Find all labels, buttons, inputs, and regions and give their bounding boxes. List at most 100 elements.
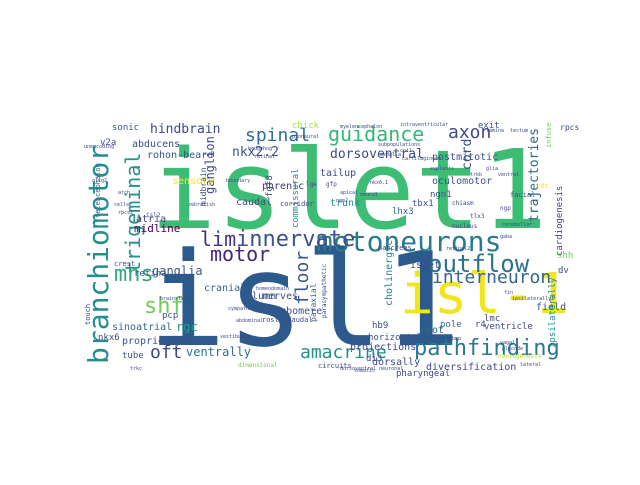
word-circuits: circuits	[318, 362, 352, 370]
word-guidance: guidance	[328, 122, 424, 146]
word-trkc: trkc	[130, 366, 142, 372]
word-horizontal: horizontal	[368, 333, 422, 343]
word-nucleus: nucleus	[452, 223, 478, 230]
word-exit: exit	[478, 121, 500, 131]
word-brainstem: brainstem	[160, 296, 187, 302]
word-diversification: diversification	[426, 362, 516, 373]
word-olig2: olig2	[92, 178, 107, 184]
word-tailup: tailup	[320, 168, 356, 179]
word-trajectories: trajectories	[527, 128, 542, 222]
word-corridor: corridor	[280, 200, 314, 208]
word-proprioceptive: proprioceptive	[122, 336, 206, 347]
word-rpcs: rpcs	[560, 123, 579, 132]
word-cardiogenesis: cardiogenesis	[555, 186, 565, 256]
word-tbx1: tbx1	[412, 199, 434, 209]
word-paraxial: paraxial	[309, 283, 318, 322]
word-projections: projections	[350, 342, 416, 353]
word-sonic: sonic	[112, 123, 139, 133]
word-hb9: hb9	[372, 321, 388, 331]
word-infuse: infuse	[545, 123, 553, 148]
word-boundary: boundary	[226, 178, 250, 184]
word-chiasm: chiasm	[452, 200, 474, 207]
word-placode: placode	[502, 346, 523, 352]
word-abdominal: abdominal	[236, 318, 263, 324]
word-rgc: rgc	[176, 320, 198, 334]
word-neural: neural	[360, 192, 378, 198]
word-oculomotor: oculomotor	[432, 176, 492, 187]
word-v2a: v2a	[100, 138, 116, 148]
word-unencoding: unencoding	[84, 144, 114, 150]
word-islet1: islet1	[150, 126, 547, 254]
word-pathfinding: pathfinding	[414, 336, 560, 361]
word-ganglia: ganglia	[152, 264, 203, 278]
word-ventricle: ventricle	[484, 322, 533, 332]
word-retinal2: retinal2	[446, 246, 470, 252]
word-r4: r4	[475, 320, 486, 330]
word-hindbrain: hindbrain	[150, 122, 220, 137]
word-medulla: medulla	[380, 152, 401, 158]
word-cells: cells	[114, 202, 129, 208]
word-dorsally: dorsally	[372, 357, 420, 368]
word-coil: coil	[400, 148, 412, 154]
word-fin: fin	[504, 290, 513, 296]
word-lateral: lateral	[520, 362, 541, 368]
word-dimensional: dimensional	[238, 362, 278, 369]
word-crest: crest	[114, 260, 135, 268]
word-motor: motor	[210, 242, 270, 266]
word-facial: facial	[510, 191, 535, 199]
word-pcp: pcp	[162, 311, 178, 321]
word-lge: lge	[306, 181, 317, 188]
word-shf: shf	[144, 294, 184, 319]
word-sensory: sensory	[172, 176, 214, 187]
word-proneural: proneural	[292, 134, 319, 140]
word-column: column	[240, 291, 276, 302]
word-cartilaginous: cartilaginous	[402, 156, 441, 162]
word-homeodomain: homeodomain	[256, 286, 289, 292]
word-pancreas: pancreas	[378, 244, 412, 252]
word-vagal: vagal	[500, 340, 515, 346]
word-hedgehog: hedgehog	[248, 146, 272, 152]
word-gaba: gaba	[500, 234, 512, 240]
word-neurogenesis: neurogenesis	[498, 353, 542, 360]
word-ipsilaterally2: ipsilaterally2	[512, 296, 554, 302]
word-outflow: outflow	[428, 250, 530, 278]
word-floor: floor	[292, 251, 313, 305]
word-mns: mns	[114, 262, 154, 287]
word-pharyngeal: pharyngeal	[396, 369, 450, 379]
word-phrenic: phrenic	[262, 181, 304, 192]
word-postmitotic: postmitotic	[432, 152, 498, 163]
word-nkx61: nkx6.1	[370, 180, 388, 186]
word-trigeminal: trigeminal	[121, 153, 145, 273]
word-intraventricular: intraventricular	[400, 122, 448, 128]
word-trkb: trkb	[470, 172, 482, 178]
word-telencephalon: telencephalon	[94, 163, 102, 218]
word-bmp: bmp	[452, 336, 461, 342]
word-oft: oft	[150, 342, 183, 363]
word-rhombomere: rhombomere	[262, 306, 322, 317]
word-ventrally: ventrally	[186, 345, 251, 359]
word-apical: apical	[340, 190, 358, 196]
word-cerebellar: cerebellar	[502, 222, 532, 228]
word-shh: shh	[557, 251, 573, 261]
word-di3: di3	[366, 354, 382, 364]
word-spinal: spinal	[245, 125, 310, 146]
word-cord: cord	[460, 139, 475, 170]
word-atria: atria	[136, 214, 166, 225]
word-tectum: tectum	[510, 128, 528, 134]
word-parasympathetic: parasympathetic	[321, 263, 328, 318]
word-ngn2: ngn2	[336, 198, 348, 204]
word-touch: touch	[84, 304, 92, 325]
word-root: root	[420, 325, 444, 336]
word-tdt: tdt	[536, 182, 549, 190]
word-isl-1: isl-1	[400, 262, 569, 327]
word-nkx6: nkx6	[98, 333, 120, 343]
word-rohon-beard: rohon-beard	[147, 150, 213, 161]
word-axon: axon	[448, 122, 491, 143]
word-dorsoventral: dorsoventral	[330, 147, 424, 162]
word-ipsilaterally: ipsilaterally	[548, 277, 558, 348]
word-rpcs2: rpcs2	[118, 210, 133, 216]
word-somatic: somatic	[354, 368, 375, 374]
word-field: field	[536, 302, 566, 313]
